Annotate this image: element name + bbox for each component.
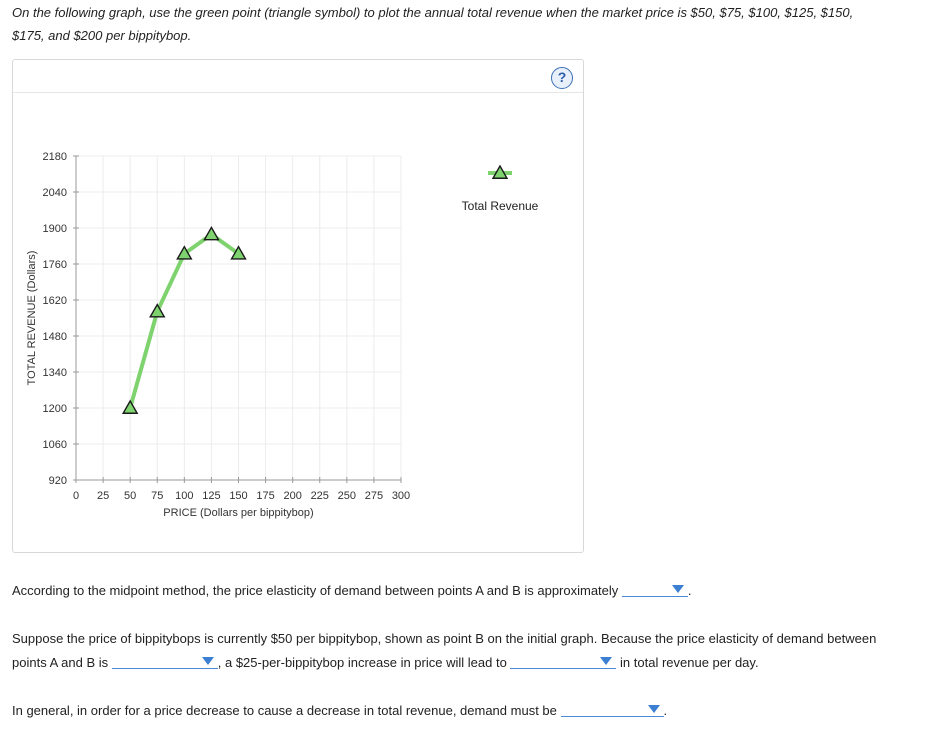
elasticity-dropdown[interactable] bbox=[621, 580, 688, 597]
demand-type-dropdown[interactable] bbox=[560, 700, 664, 717]
question-2-text-a: points A and B is bbox=[12, 655, 109, 670]
chevron-down-icon bbox=[201, 657, 214, 665]
x-tick-label: 300 bbox=[392, 490, 410, 502]
total-revenue-point bbox=[149, 303, 166, 318]
y-tick-label: 1200 bbox=[43, 403, 67, 415]
question-3-text: In general, in order for a price decreas… bbox=[12, 703, 557, 718]
question-3: In general, in order for a price decreas… bbox=[12, 699, 667, 723]
x-tick-label: 250 bbox=[338, 490, 356, 502]
question-3-end: . bbox=[663, 703, 668, 718]
question-2-line-2: points A and B is , a $25-per-bippitybop… bbox=[12, 651, 876, 675]
y-tick-label: 1900 bbox=[43, 223, 67, 235]
x-tick-label: 200 bbox=[283, 490, 301, 502]
question-2-text-c: in total revenue per day. bbox=[620, 655, 759, 670]
x-tick-label: 100 bbox=[175, 490, 193, 502]
y-tick-label: 1340 bbox=[43, 367, 67, 379]
chevron-down-icon bbox=[600, 657, 613, 665]
total-revenue-point bbox=[121, 399, 139, 414]
chevron-down-icon bbox=[671, 585, 684, 593]
x-tick-label: 175 bbox=[256, 490, 274, 502]
x-tick-label: 275 bbox=[365, 490, 383, 502]
x-tick-label: 25 bbox=[97, 490, 109, 502]
legend-label: Total Revenue bbox=[462, 199, 539, 213]
x-tick-label: 225 bbox=[311, 490, 329, 502]
graph-panel: ? 920 1060 1200 1340 1480 1620 1760 1900 2040 218… bbox=[12, 59, 584, 553]
question-2: Suppose the price of bippitybops is curr… bbox=[12, 627, 876, 675]
legend-triangle-icon bbox=[491, 164, 509, 179]
elasticity-type-dropdown[interactable] bbox=[111, 652, 218, 669]
y-tick-label: 1480 bbox=[43, 331, 67, 343]
instructions-line-1: On the following graph, use the green po… bbox=[12, 5, 854, 20]
total-revenue-point bbox=[176, 245, 193, 260]
instructions-line-2: $175, and $200 per bippitybop. bbox=[12, 28, 192, 43]
y-tick-label: 2040 bbox=[43, 187, 67, 199]
question-1: According to the midpoint method, the pr… bbox=[12, 579, 692, 603]
y-axis-label: TOTAL REVENUE (Dollars) bbox=[26, 251, 38, 386]
x-tick-label: 75 bbox=[151, 490, 163, 502]
y-tick-label: 2180 bbox=[43, 151, 67, 163]
x-tick-label: 50 bbox=[124, 490, 136, 502]
chevron-down-icon bbox=[647, 705, 660, 713]
question-1-text: According to the midpoint method, the pr… bbox=[12, 583, 619, 598]
question-2-line-1: Suppose the price of bippitybops is curr… bbox=[12, 631, 877, 646]
question-2-text-b: , a $25-per-bippitybop increase in price… bbox=[217, 655, 507, 670]
x-tick-label: 0 bbox=[73, 490, 79, 502]
x-axis-label: PRICE (Dollars per bippitybop) bbox=[163, 507, 313, 519]
y-tick-label: 1760 bbox=[43, 259, 67, 271]
question-mark-icon[interactable]: ? bbox=[551, 67, 573, 89]
question-1-end: . bbox=[687, 583, 692, 598]
x-tick-label: 125 bbox=[202, 490, 220, 502]
y-tick-label: 1620 bbox=[43, 295, 67, 307]
revenue-change-dropdown[interactable] bbox=[510, 652, 617, 669]
y-tick-label: 1060 bbox=[43, 439, 67, 451]
y-tick-label: 920 bbox=[49, 475, 67, 487]
instructions: On the following graph, use the green po… bbox=[12, 1, 927, 47]
total-revenue-point bbox=[230, 245, 247, 260]
x-tick-label: 150 bbox=[229, 490, 247, 502]
total-revenue-chart[interactable]: 920 1060 1200 1340 1480 1620 1760 1900 2040 2180 0… bbox=[13, 60, 585, 554]
total-revenue-point bbox=[203, 226, 220, 241]
graph-toolbar: ? bbox=[13, 60, 583, 93]
